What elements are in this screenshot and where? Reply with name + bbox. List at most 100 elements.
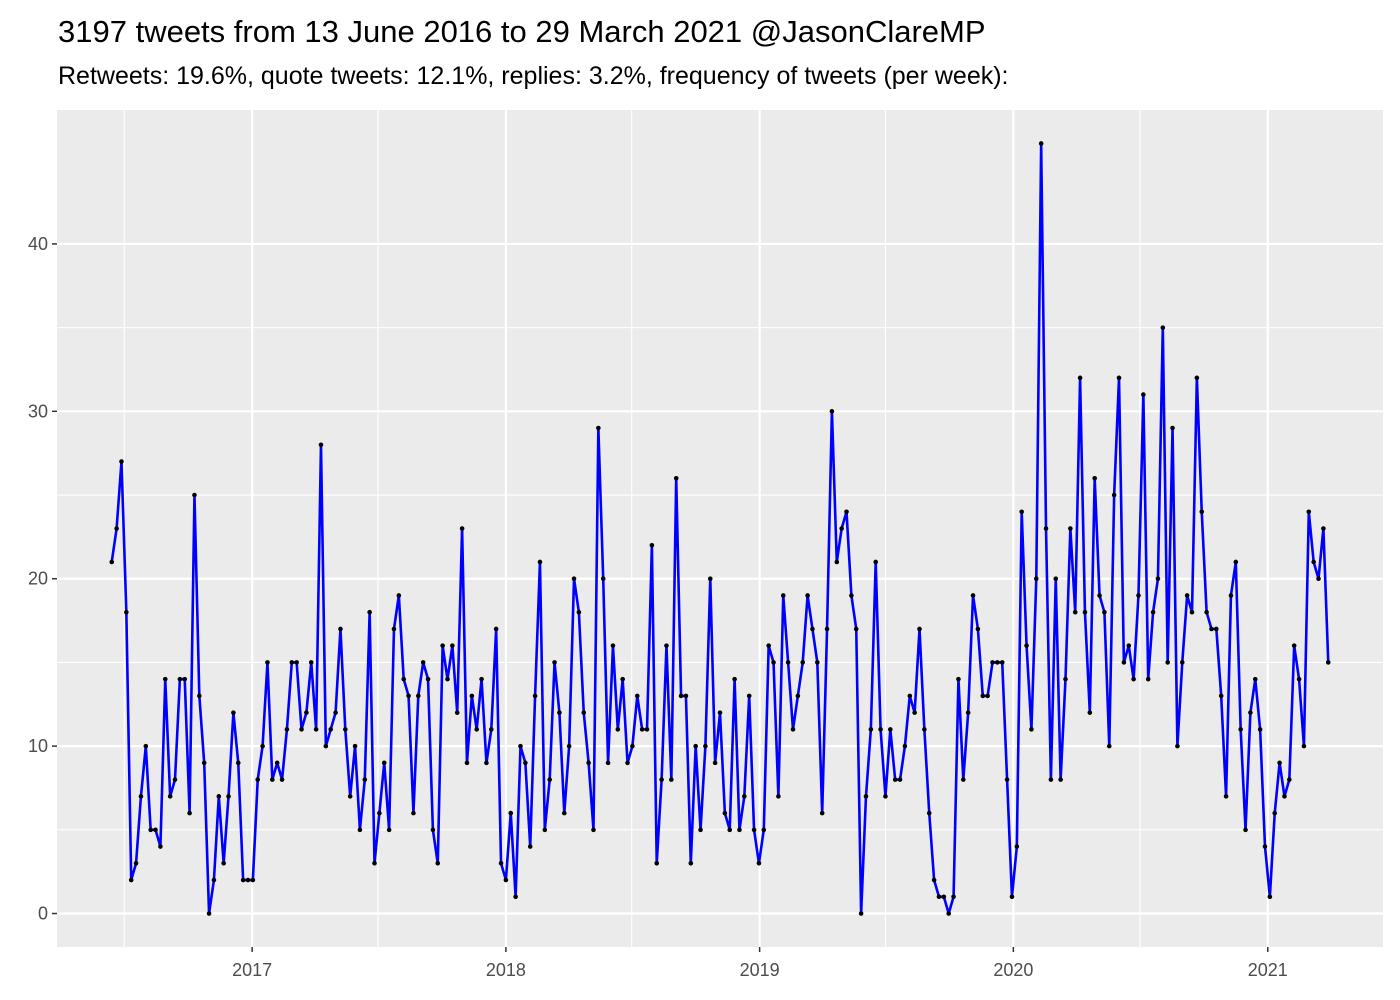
data-point: [1106, 743, 1112, 749]
data-point: [639, 727, 645, 732]
data-point: [605, 760, 611, 766]
data-point: [416, 693, 421, 699]
data-point: [1141, 392, 1146, 397]
chart-subtitle: Retweets: 19.6%, quote tweets: 12.1%, re…: [58, 62, 1009, 90]
data-point: [673, 475, 679, 481]
data-point: [785, 660, 791, 665]
data-point: [226, 794, 231, 799]
data-point: [547, 777, 552, 782]
data-point: [532, 693, 538, 699]
data-point: [1248, 710, 1253, 715]
data-point: [255, 777, 261, 782]
data-point: [829, 409, 835, 414]
data-point: [411, 810, 416, 816]
data-point: [474, 727, 480, 732]
data-point: [1238, 727, 1243, 732]
data-point: [1131, 676, 1136, 682]
data-point: [425, 676, 431, 682]
data-point: [172, 777, 178, 782]
data-point: [581, 710, 587, 715]
data-point: [795, 693, 801, 699]
data-point: [119, 459, 124, 464]
data-point: [459, 526, 465, 531]
data-point: [931, 877, 937, 883]
data-point: [381, 760, 387, 766]
data-point: [1209, 626, 1214, 632]
data-point: [1218, 693, 1224, 699]
data-point: [1048, 777, 1054, 782]
data-point: [1155, 576, 1161, 582]
y-tick-label: 40: [28, 234, 48, 254]
data-point: [1097, 593, 1102, 598]
data-point: [357, 827, 363, 833]
data-point: [1145, 676, 1151, 682]
data-point: [318, 442, 324, 448]
data-point: [746, 693, 752, 699]
data-point: [304, 710, 309, 715]
data-point: [430, 827, 436, 833]
data-point: [274, 760, 280, 766]
data-point: [1272, 810, 1278, 816]
data-point: [985, 693, 990, 699]
data-point: [377, 810, 382, 816]
data-point: [464, 760, 470, 766]
y-tick-label: 0: [38, 904, 48, 924]
data-point: [839, 526, 844, 531]
data-point: [707, 576, 713, 582]
data-point: [1053, 576, 1059, 582]
data-point: [1170, 425, 1175, 431]
data-point: [717, 710, 723, 715]
data-point: [192, 492, 197, 498]
data-point: [1223, 794, 1229, 799]
data-point: [863, 794, 869, 799]
data-point: [1033, 576, 1039, 582]
data-point: [1136, 593, 1141, 598]
data-point: [114, 526, 119, 531]
data-point: [897, 777, 903, 782]
data-point: [1267, 894, 1273, 900]
data-point: [279, 777, 285, 782]
data-point: [406, 693, 411, 699]
data-point: [1262, 844, 1268, 849]
data-point: [1204, 609, 1209, 615]
data-point: [1214, 626, 1219, 632]
data-point: [995, 660, 1000, 665]
data-point: [454, 710, 460, 715]
plot-panel: [57, 110, 1383, 947]
data-point: [990, 660, 995, 665]
data-point: [299, 727, 304, 732]
data-point: [883, 794, 888, 799]
data-point: [1043, 526, 1049, 531]
data-point: [698, 827, 703, 833]
data-point: [1004, 777, 1010, 782]
data-point: [892, 777, 898, 782]
data-point: [907, 693, 913, 699]
data-point: [1102, 609, 1107, 615]
data-point: [634, 693, 640, 699]
data-point: [235, 760, 241, 766]
data-point: [751, 827, 757, 833]
data-point: [503, 877, 509, 883]
data-point: [489, 727, 494, 732]
data-point: [260, 743, 265, 749]
data-point: [951, 894, 956, 900]
data-point: [659, 777, 664, 782]
data-point: [693, 743, 698, 749]
data-point: [523, 760, 528, 766]
data-point: [420, 660, 426, 665]
data-point: [858, 911, 864, 916]
data-point: [289, 660, 295, 665]
data-point: [756, 861, 762, 866]
axes: 0 10 20 30 40 2017 2018 2019 2020 2021: [28, 234, 1288, 980]
data-point: [557, 710, 562, 715]
data-point: [956, 676, 961, 682]
data-point: [124, 609, 129, 615]
data-point: [435, 861, 441, 866]
data-point: [143, 743, 149, 749]
data-point: [965, 710, 971, 715]
x-tick-label: 2018: [486, 960, 526, 980]
data-point: [240, 877, 246, 883]
data-point: [596, 425, 601, 431]
data-point: [1160, 325, 1166, 330]
data-point: [1296, 676, 1302, 682]
